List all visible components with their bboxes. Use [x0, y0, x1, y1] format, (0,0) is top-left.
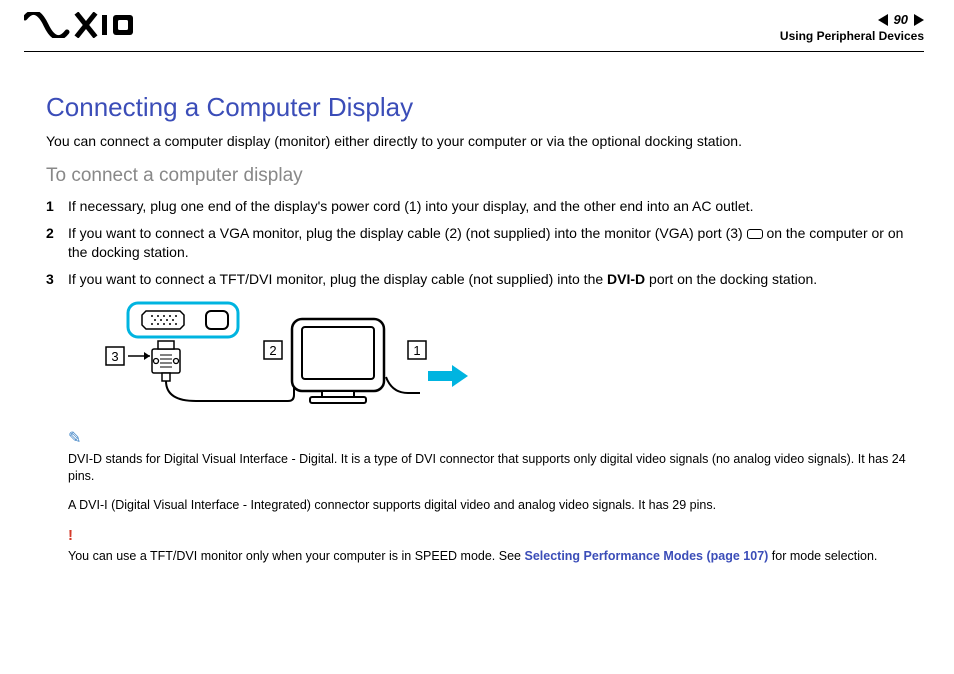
page-title: Connecting a Computer Display [46, 92, 924, 123]
step-2: If you want to connect a VGA monitor, pl… [46, 224, 924, 262]
step-bold: DVI-D [607, 271, 645, 287]
vaio-logo [24, 12, 134, 38]
step-text: If necessary, plug one end of the displa… [68, 198, 753, 214]
intro-text: You can connect a computer display (moni… [46, 133, 924, 149]
step-1: If necessary, plug one end of the displa… [46, 197, 924, 216]
header-right: 90 Using Peripheral Devices [780, 12, 924, 43]
pencil-icon: ✎ [68, 428, 924, 450]
diagram-label-2: 2 [269, 343, 276, 358]
warn-pre: You can use a TFT/DVI monitor only when … [68, 549, 524, 563]
prev-page-icon[interactable] [878, 14, 888, 26]
warn-post: for mode selection. [768, 549, 877, 563]
steps-list: If necessary, plug one end of the displa… [46, 197, 924, 289]
subtitle: To connect a computer display [46, 165, 924, 187]
diagram-label-3: 3 [111, 349, 118, 364]
page-content: Connecting a Computer Display You can co… [0, 52, 954, 565]
connection-diagram: 3 2 [68, 301, 924, 416]
step-text: If you want to connect a VGA monitor, pl… [68, 225, 747, 241]
info-note: ✎ DVI-D stands for Digital Visual Interf… [68, 428, 924, 514]
warning-text: You can use a TFT/DVI monitor only when … [68, 548, 924, 565]
diagram-label-1: 1 [413, 343, 420, 358]
notes-section: ✎ DVI-D stands for Digital Visual Interf… [68, 428, 924, 565]
note-text: DVI-D stands for Digital Visual Interfac… [68, 451, 924, 485]
warning-icon: ! [68, 526, 924, 546]
vga-port-icon [747, 229, 763, 239]
section-label: Using Peripheral Devices [780, 29, 924, 43]
performance-modes-link[interactable]: Selecting Performance Modes (page 107) [524, 549, 768, 563]
note-text: A DVI-I (Digital Visual Interface - Inte… [68, 497, 924, 514]
page-number: 90 [894, 12, 908, 27]
next-page-icon[interactable] [914, 14, 924, 26]
step-text: port on the docking station. [645, 271, 817, 287]
step-3: If you want to connect a TFT/DVI monitor… [46, 270, 924, 289]
warning-note: ! You can use a TFT/DVI monitor only whe… [68, 526, 924, 565]
page-header: 90 Using Peripheral Devices [0, 0, 954, 47]
step-text: If you want to connect a TFT/DVI monitor… [68, 271, 607, 287]
page-navigation: 90 [780, 12, 924, 27]
